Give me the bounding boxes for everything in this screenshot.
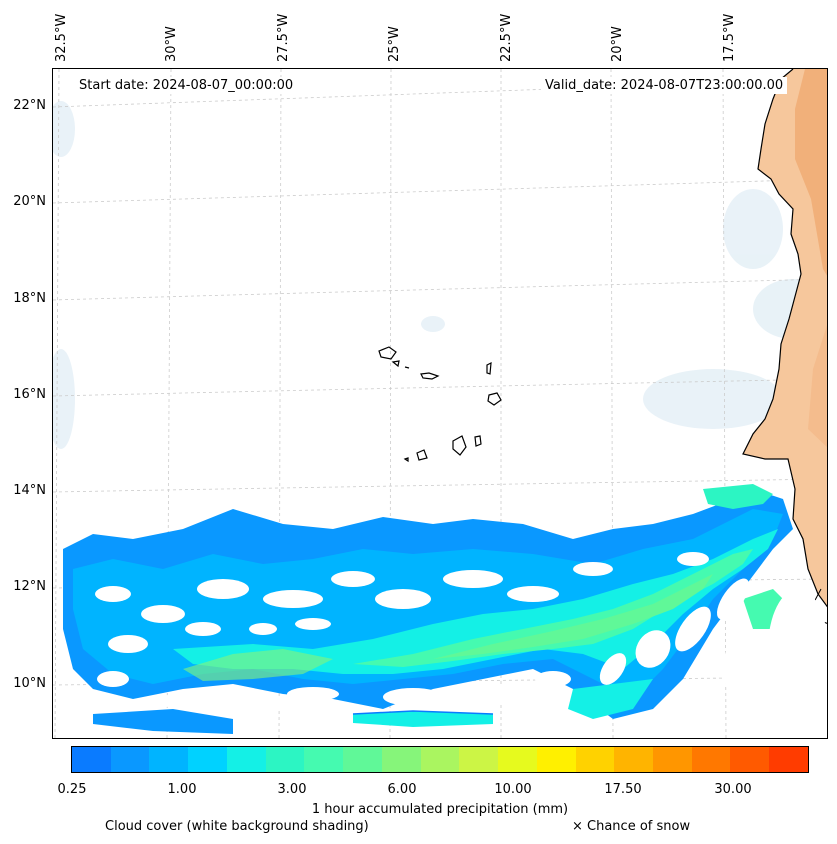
start-date-label: Start date: 2024-08-07_00:00:00	[75, 77, 298, 94]
snow-legend: × Chance of snow	[572, 819, 691, 834]
lat-label: 10°N	[13, 676, 46, 691]
lat-label: 14°N	[13, 483, 46, 498]
colorbar-swatch	[575, 747, 615, 772]
colorbar-tick: 0.25	[57, 782, 87, 797]
lat-label: 20°N	[13, 194, 46, 209]
lon-label: 32.5°W	[54, 13, 69, 62]
colorbar-swatch	[110, 747, 150, 772]
colorbar-swatch	[653, 747, 692, 772]
colorbar-tick: 10.00	[494, 782, 532, 797]
lat-label: 22°N	[13, 98, 46, 113]
lon-label: 17.5°W	[722, 13, 737, 62]
lon-label: 22.5°W	[499, 13, 514, 62]
lon-label: 30°W	[164, 26, 179, 62]
cloud-cover-legend: Cloud cover (white background shading)	[105, 819, 369, 834]
precipitation-colorbar	[71, 746, 809, 773]
colorbar-tick: 6.00	[387, 782, 417, 797]
colorbar-swatch	[72, 747, 111, 772]
precipitation-field	[63, 484, 827, 734]
colorbar-swatch	[149, 747, 189, 772]
colorbar-swatch	[459, 747, 499, 772]
valid-date-label: Valid_date: 2024-08-07T23:00:00.00	[541, 77, 788, 94]
colorbar-swatch	[265, 747, 305, 772]
colorbar-swatch	[730, 747, 770, 772]
lat-label: 18°N	[13, 291, 46, 306]
colorbar-swatch	[498, 747, 537, 772]
lon-label: 25°W	[387, 26, 402, 62]
lat-label: 12°N	[13, 579, 46, 594]
colorbar-swatch	[420, 747, 460, 772]
colorbar-tick: 30.00	[714, 782, 752, 797]
colorbar-swatch	[304, 747, 344, 772]
colorbar-swatch	[343, 747, 382, 772]
colorbar-swatch	[691, 747, 731, 772]
lon-label: 27.5°W	[276, 13, 291, 62]
map-panel	[52, 68, 828, 739]
colorbar-swatch	[226, 747, 266, 772]
colorbar-tick: 1.00	[167, 782, 197, 797]
colorbar-tick: 3.00	[277, 782, 307, 797]
africa-land	[742, 69, 827, 624]
lat-label: 16°N	[13, 387, 46, 402]
cape-verde-islands	[378, 346, 502, 463]
colorbar-tick: 17.50	[604, 782, 642, 797]
lon-label: 20°W	[610, 26, 625, 62]
colorbar-title: 1 hour accumulated precipitation (mm)	[311, 802, 569, 817]
colorbar-swatch	[769, 747, 808, 772]
cloud-shading	[53, 101, 827, 449]
map-canvas	[53, 69, 827, 738]
colorbar-swatch	[614, 747, 654, 772]
colorbar-swatch	[536, 747, 576, 772]
colorbar-swatch	[188, 747, 227, 772]
colorbar-swatch	[381, 747, 421, 772]
